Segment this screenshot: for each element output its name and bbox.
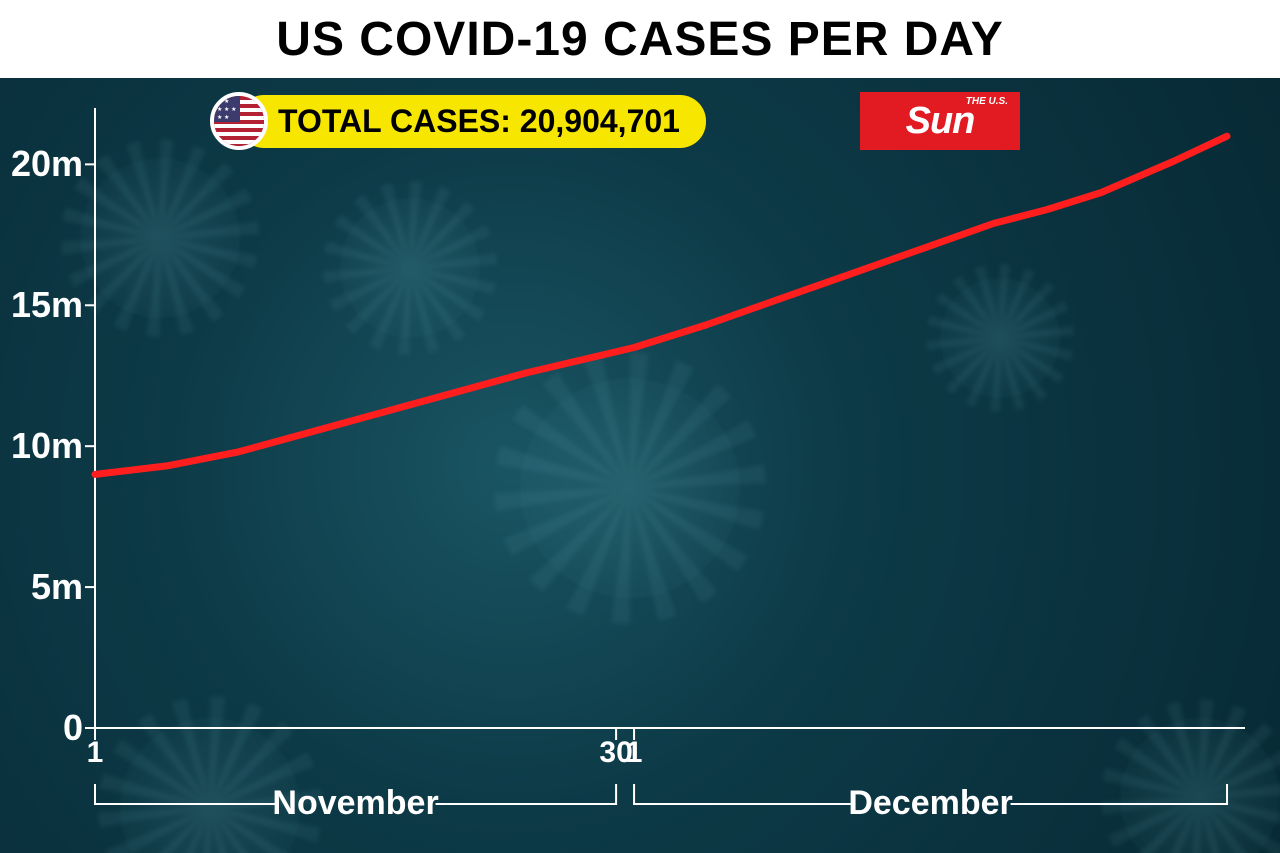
y-tick-label: 5m: [31, 566, 95, 608]
month-label: November: [272, 784, 438, 823]
y-tick-label: 10m: [11, 425, 95, 467]
title-bar: US COVID-19 CASES PER DAY: [0, 0, 1280, 78]
y-tick-label: 20m: [11, 143, 95, 185]
chart-container: US COVID-19 CASES PER DAY TOTAL CASES: 2…: [0, 0, 1280, 853]
x-tick-label: 1: [626, 736, 643, 770]
total-cases-label: TOTAL CASES: 20,904,701: [238, 95, 706, 148]
plot-region: 05m10m15m20m1301NovemberDecember: [95, 108, 1245, 728]
y-tick-label: 15m: [11, 284, 95, 326]
sun-logo: THE U.S. Sun: [860, 92, 1020, 150]
chart-area: TOTAL CASES: 20,904,701 THE U.S. Sun 05m…: [0, 78, 1280, 853]
us-flag-icon: [210, 92, 268, 150]
x-tick-label: 1: [87, 736, 104, 770]
sun-logo-text: Sun: [906, 100, 975, 143]
chart-title: US COVID-19 CASES PER DAY: [276, 12, 1003, 67]
plot-svg: [95, 108, 1245, 853]
total-cases-badge: TOTAL CASES: 20,904,701: [210, 92, 706, 150]
month-label: December: [848, 784, 1012, 823]
